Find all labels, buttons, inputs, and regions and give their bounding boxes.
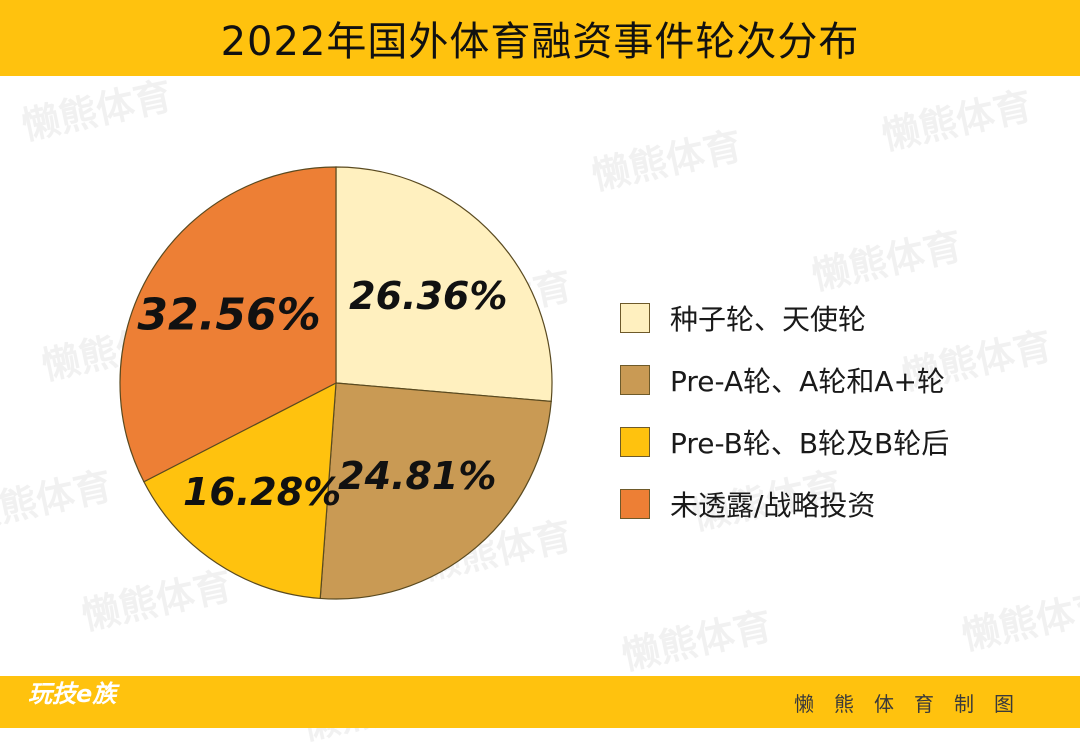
legend-item: Pre-B轮、B轮及B轮后 [620,422,949,462]
legend-item: 未透露/战略投资 [620,484,949,524]
pie-slice [335,166,553,403]
pie-slice [119,166,337,483]
legend-label: 未透露/战略投资 [670,489,876,522]
title-bar: 2022年国外体育融资事件轮次分布 [0,0,1080,76]
data-label: 16.28% [183,470,341,514]
chart-title: 2022年国外体育融资事件轮次分布 [220,19,860,65]
legend-label: 种子轮、天使轮 [670,303,867,336]
legend-label: Pre-B轮、B轮及B轮后 [670,427,950,460]
legend-swatch [620,303,650,333]
legend-label: Pre-A轮、A轮和A+轮 [670,365,945,398]
brand-logo: 玩技e族 [28,680,117,708]
pie-slice [143,381,337,600]
pie-slice [319,382,552,600]
data-label: 26.36% [349,274,507,318]
data-label: 24.81% [338,454,496,498]
legend: 种子轮、天使轮 Pre-A轮、A轮和A+轮 Pre-B轮、B轮及B轮后 未透露/… [620,298,949,546]
legend-swatch [620,427,650,457]
pie-chart: 26.36% 24.81%16.28% 32.56% [119,166,553,600]
data-label: 32.56% [137,290,320,341]
legend-swatch [620,365,650,395]
credit-text: 懒熊体育制图 [794,692,1034,716]
legend-swatch [620,489,650,519]
legend-item: 种子轮、天使轮 [620,298,949,338]
footer-bar [0,676,1080,728]
legend-item: Pre-A轮、A轮和A+轮 [620,360,949,400]
